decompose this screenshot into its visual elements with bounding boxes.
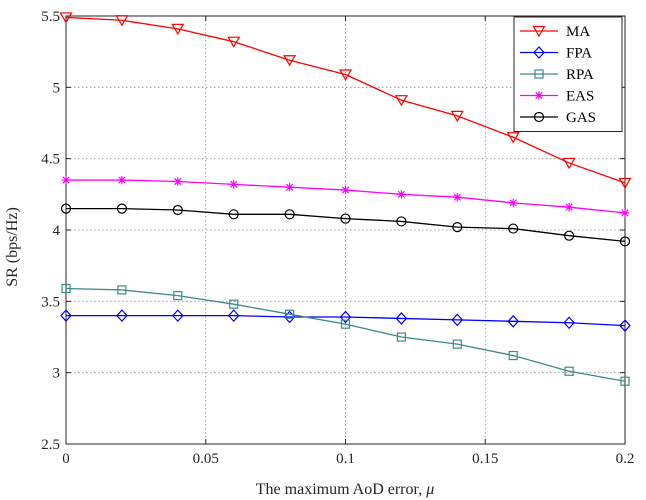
y-tick-label: 2.5 <box>41 437 60 453</box>
x-axis-label: The maximum AoD error, μ <box>256 481 434 498</box>
legend-marker <box>533 46 545 59</box>
data-point <box>395 312 408 325</box>
series-line <box>65 287 626 382</box>
data-point <box>338 69 353 81</box>
data-point <box>506 132 520 144</box>
data-point <box>61 175 71 185</box>
legend-label: RPA <box>566 67 594 83</box>
legend-item: MA <box>520 24 590 40</box>
data-point <box>117 175 127 185</box>
data-point <box>229 180 238 189</box>
data-point <box>453 192 462 202</box>
data-point <box>59 12 73 24</box>
y-axis-label: SR (bps/Hz) <box>4 207 21 287</box>
legend-item: FPA <box>520 46 592 62</box>
data-point <box>173 177 182 186</box>
data-point <box>507 314 520 328</box>
data-point <box>171 23 185 36</box>
data-point <box>508 350 518 361</box>
series-line <box>66 207 626 243</box>
legend-marker <box>534 69 544 79</box>
data-point <box>452 339 462 349</box>
legend-marker <box>532 25 546 38</box>
y-tick-label: 4 <box>53 223 61 239</box>
series-rpa <box>61 283 630 386</box>
data-point <box>451 313 464 327</box>
data-point <box>619 319 631 332</box>
series-fpa <box>60 309 631 332</box>
data-point <box>116 309 128 322</box>
data-point <box>341 185 350 195</box>
data-point <box>285 183 294 192</box>
data-point <box>450 110 464 123</box>
x-tick-label: 0.1 <box>336 451 355 467</box>
legend-marker <box>533 111 545 123</box>
data-point <box>396 332 406 342</box>
data-point <box>60 203 72 214</box>
data-point <box>340 213 351 224</box>
legend-label: EAS <box>566 89 594 105</box>
grid <box>66 16 625 444</box>
data-point <box>618 177 632 190</box>
data-point <box>563 230 575 241</box>
legend-label: FPA <box>566 46 592 62</box>
data-point <box>619 236 631 247</box>
data-point <box>284 209 295 220</box>
legend-item: RPA <box>520 67 594 83</box>
y-tick-label: 3 <box>53 366 61 382</box>
data-point <box>229 299 239 309</box>
data-point <box>171 309 184 322</box>
legend-label: GAS <box>566 110 596 126</box>
data-point <box>340 319 351 329</box>
data-point <box>564 366 574 376</box>
series-ma <box>59 12 632 190</box>
data-point <box>117 285 127 295</box>
data-point <box>508 223 519 234</box>
legend-item: GAS <box>520 110 596 126</box>
data-point <box>452 222 463 233</box>
data-point <box>562 157 576 170</box>
x-axis-label-text: The maximum AoD error, <box>256 481 426 498</box>
data-point <box>61 283 71 294</box>
data-point <box>116 203 128 214</box>
data-point <box>227 36 241 48</box>
y-tick-label: 4.5 <box>41 152 60 168</box>
legend-marker <box>534 91 544 100</box>
data-point <box>339 310 352 324</box>
data-point <box>396 216 407 227</box>
series-line <box>65 16 626 184</box>
data-point <box>397 190 406 199</box>
series-gas <box>60 203 631 247</box>
legend-item: EAS <box>520 89 594 105</box>
data-point <box>394 95 408 107</box>
x-tick-label: 0.2 <box>616 451 635 467</box>
series-group <box>59 12 632 386</box>
x-tick-label: 0.15 <box>472 451 498 467</box>
data-point <box>227 309 240 322</box>
data-point <box>283 55 297 67</box>
series-line <box>66 314 626 327</box>
data-point <box>115 15 129 27</box>
axis-ticks: 0 0.05 0.1 0.15 0.2 2.5 3 3.5 4 4.5 5 5.5 <box>41 9 634 467</box>
data-point <box>60 309 72 322</box>
data-point <box>285 309 295 319</box>
y-tick-label: 3.5 <box>41 294 60 310</box>
data-point <box>173 291 183 301</box>
data-point <box>228 209 239 220</box>
data-point <box>620 376 630 386</box>
y-tick-label: 5 <box>53 80 61 96</box>
data-point <box>564 202 574 212</box>
data-point <box>620 208 630 218</box>
series-eas <box>61 175 630 218</box>
legend-label: MA <box>566 24 590 40</box>
data-point <box>509 198 518 208</box>
y-tick-label: 5.5 <box>41 9 60 25</box>
data-point <box>563 316 575 330</box>
legend: MA FPA RPA EAS GAS <box>513 16 623 132</box>
x-tick-label: 0.05 <box>193 451 219 467</box>
x-tick-label: 0 <box>62 451 70 467</box>
x-axis-label-symbol: μ <box>425 481 434 498</box>
data-point <box>172 204 183 216</box>
